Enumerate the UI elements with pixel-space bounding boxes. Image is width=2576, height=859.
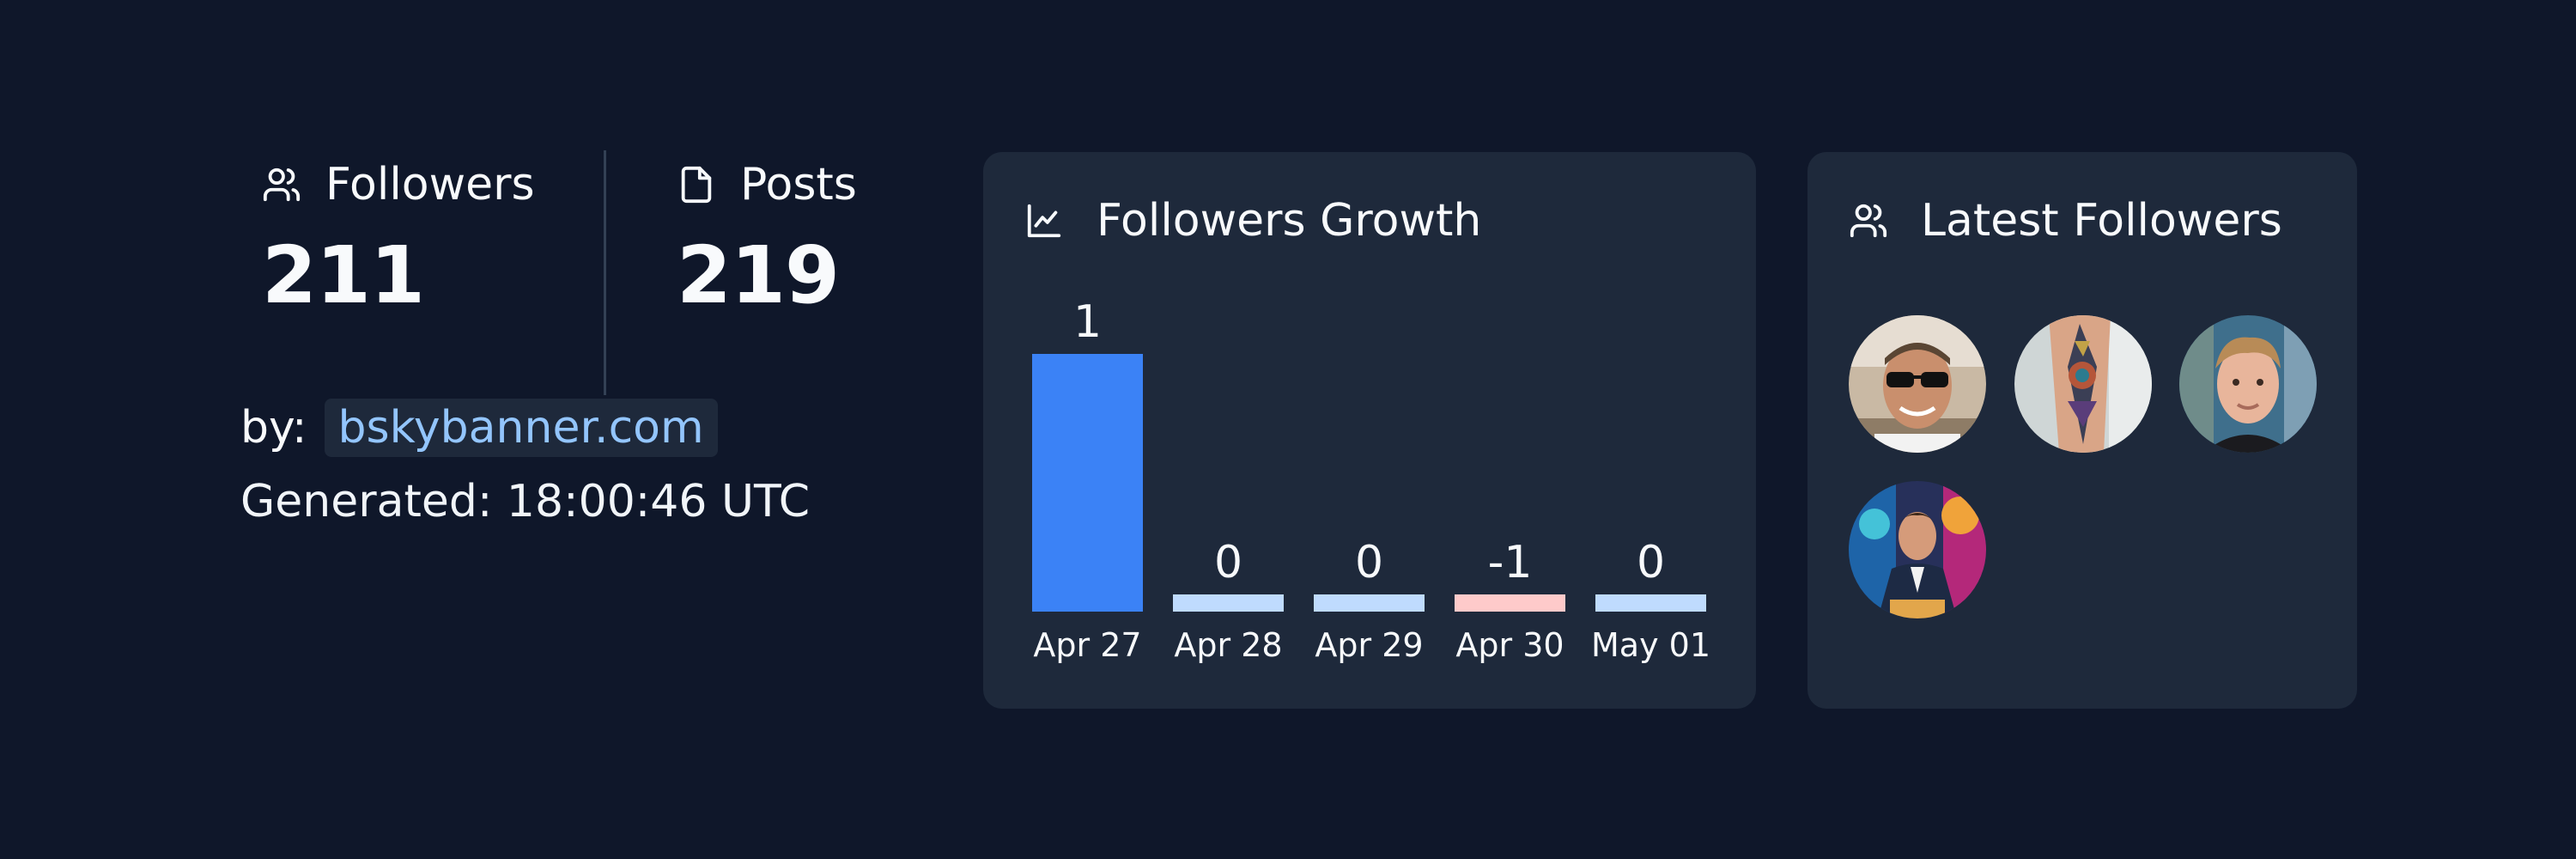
- avatar-tattoo-arm-image: [2014, 315, 2152, 453]
- posts-label-row: Posts: [677, 150, 857, 219]
- latest-followers-title: Latest Followers: [1921, 195, 2282, 247]
- users-icon: [1850, 204, 1887, 238]
- bar-value-label: 0: [1214, 537, 1242, 588]
- credit-line: by: bskybanner.com: [240, 395, 893, 460]
- x-tick-label: Apr 28: [1174, 626, 1282, 664]
- followers-growth-card: 1 Apr 27 0 Apr 28 0 Apr 29 -1 Apr 30 0 May 01 Fol…: [983, 152, 1756, 709]
- line-chart-icon: [1027, 204, 1061, 238]
- follower-avatar-3[interactable]: [2179, 315, 2317, 453]
- bar-may-01: [1595, 594, 1706, 612]
- x-tick-label: Apr 29: [1315, 626, 1423, 664]
- bar-apr-28: [1173, 594, 1284, 612]
- bar-apr-27: [1032, 354, 1143, 612]
- bar-value-label: -1: [1488, 537, 1533, 588]
- follower-avatar-4[interactable]: [1849, 481, 1986, 618]
- file-icon: [681, 166, 712, 204]
- latest-followers-card: Latest Followers: [1807, 152, 2357, 709]
- generated-timestamp: Generated: 18:00:46 UTC: [240, 476, 811, 527]
- posts-label: Posts: [740, 159, 857, 210]
- followers-growth-title-row: Followers Growth: [1024, 186, 1481, 255]
- avatar-suit-man-image: [1849, 481, 1986, 618]
- posts-count: 219: [677, 229, 840, 321]
- followers-stat: Followers 211: [262, 150, 535, 321]
- credit-prefix: by:: [240, 402, 307, 454]
- follower-avatar-1[interactable]: [1849, 315, 1986, 453]
- bar-apr-29: [1314, 594, 1425, 612]
- stats-row: Followers 211 Posts 219: [240, 150, 893, 395]
- x-tick-label: Apr 30: [1455, 626, 1564, 664]
- bar-value-label: 0: [1355, 537, 1383, 588]
- credit-link[interactable]: bskybanner.com: [324, 399, 718, 457]
- followers-count: 211: [262, 229, 425, 321]
- users-icon: [263, 168, 301, 202]
- x-tick-label: Apr 27: [1033, 626, 1141, 664]
- followers-growth-title: Followers Growth: [1097, 195, 1482, 247]
- posts-stat: Posts 219: [677, 150, 857, 321]
- bar-value-label: 0: [1637, 537, 1665, 588]
- followers-label: Followers: [325, 159, 535, 210]
- followers-growth-chart: 1 Apr 27 0 Apr 28 0 Apr 29 -1 Apr 30 0 May 01: [1032, 296, 1710, 664]
- stats-panel: Followers 211 Posts 219 by: bskybanner.c…: [240, 150, 893, 527]
- avatar-man-sunglasses-image: [1849, 315, 1986, 453]
- bar-value-label: 1: [1073, 296, 1102, 348]
- followers-label-row: Followers: [262, 150, 535, 219]
- latest-followers-title-row: Latest Followers: [1849, 186, 2282, 255]
- bar-apr-30: [1455, 594, 1565, 612]
- follower-avatar-2[interactable]: [2014, 315, 2152, 453]
- x-tick-label: May 01: [1591, 626, 1710, 664]
- avatar-young-man-image: [2179, 315, 2317, 453]
- stats-divider: [604, 150, 606, 395]
